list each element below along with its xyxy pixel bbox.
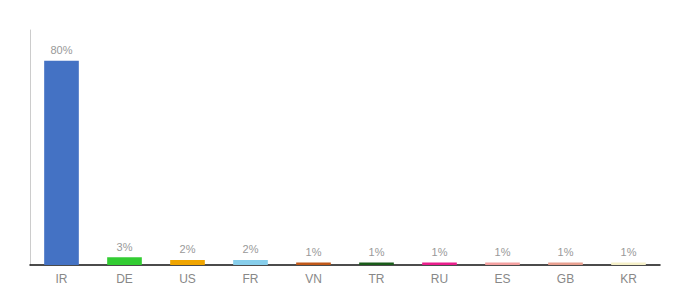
svg-text:VN: VN bbox=[305, 272, 322, 286]
svg-text:1%: 1% bbox=[306, 246, 322, 258]
svg-text:ES: ES bbox=[494, 272, 510, 286]
svg-text:1%: 1% bbox=[495, 246, 511, 258]
svg-text:1%: 1% bbox=[432, 246, 448, 258]
svg-text:TR: TR bbox=[369, 272, 385, 286]
svg-text:IR: IR bbox=[56, 272, 68, 286]
svg-text:RU: RU bbox=[431, 272, 448, 286]
svg-text:DE: DE bbox=[116, 272, 133, 286]
svg-text:GB: GB bbox=[557, 272, 574, 286]
svg-text:FR: FR bbox=[243, 272, 259, 286]
svg-text:KR: KR bbox=[620, 272, 637, 286]
svg-text:1%: 1% bbox=[621, 246, 637, 258]
svg-text:1%: 1% bbox=[558, 246, 574, 258]
svg-text:US: US bbox=[179, 272, 196, 286]
svg-text:2%: 2% bbox=[243, 243, 259, 255]
svg-text:2%: 2% bbox=[180, 243, 196, 255]
svg-text:3%: 3% bbox=[117, 241, 133, 253]
svg-text:80%: 80% bbox=[50, 44, 72, 56]
svg-text:1%: 1% bbox=[369, 246, 385, 258]
